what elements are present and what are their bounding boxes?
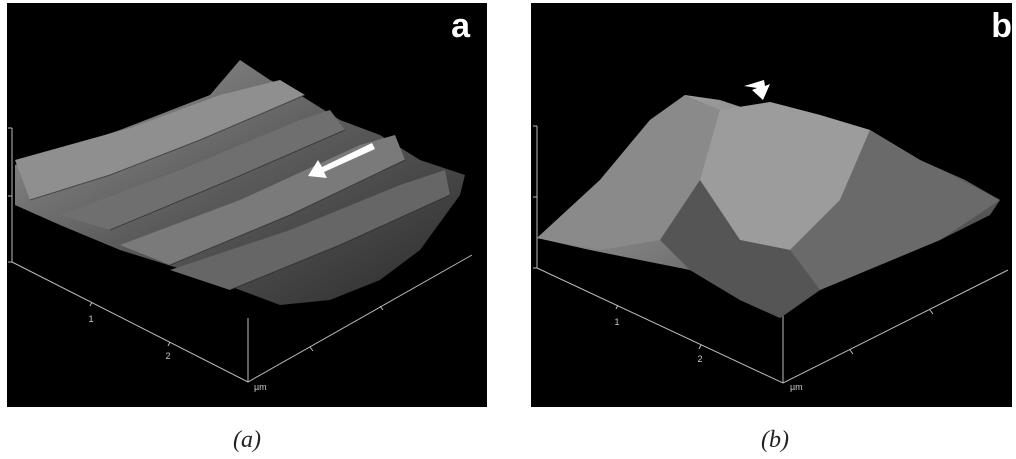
- panel-b: b 1 2 µm: [531, 3, 1012, 407]
- panel-caption: (b): [761, 427, 789, 453]
- panel-label: b: [991, 7, 1012, 45]
- panel-a: a 1 2 µm: [7, 3, 487, 407]
- axis-tick-label: 1: [88, 314, 93, 324]
- axis-tick-label: 2: [697, 354, 702, 364]
- figure: a 1 2 µm b 1 2 µm (a) (b): [0, 0, 1016, 459]
- axis-unit: µm: [254, 382, 267, 392]
- axis-unit: µm: [790, 382, 803, 392]
- panel-caption: (a): [233, 427, 261, 453]
- panel-label: a: [451, 7, 471, 45]
- axis-tick-label: 1: [614, 317, 619, 327]
- axis-tick-label: 2: [165, 351, 170, 361]
